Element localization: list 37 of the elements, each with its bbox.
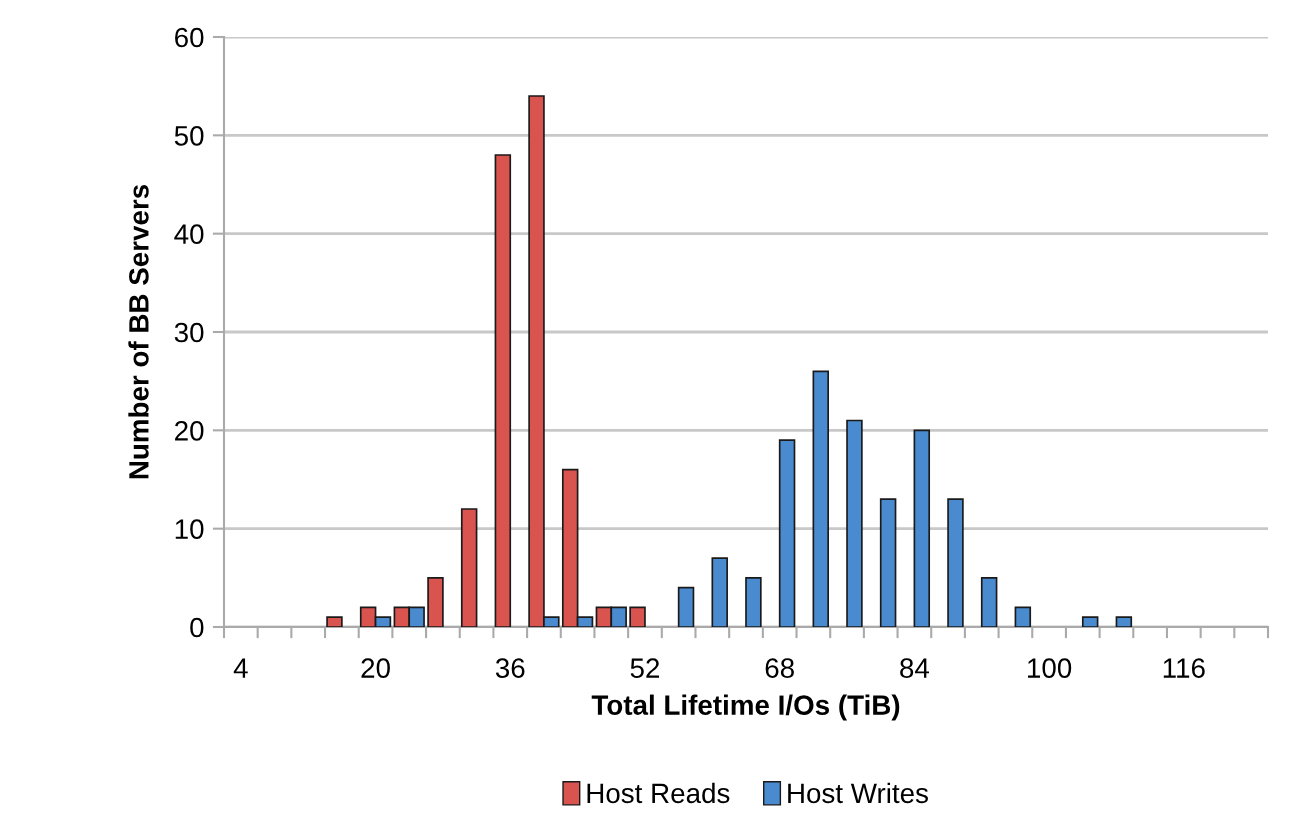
bar: [494, 154, 512, 627]
x-tick-label: 100: [1028, 658, 1072, 678]
bar: [677, 586, 695, 627]
x-tick-label: 4: [233, 658, 248, 678]
bar: [745, 576, 762, 627]
y-tick-label: 50: [174, 126, 204, 146]
legend-label: Host Reads: [587, 782, 730, 804]
bar: [460, 508, 478, 627]
bar: [711, 557, 728, 627]
bar: [846, 419, 863, 627]
x-tick-label: 20: [361, 658, 390, 678]
bar: [1014, 606, 1032, 627]
x-axis-title: Total Lifetime I/Os (TiB): [591, 694, 900, 721]
y-axis-title: Number of BB Servers: [128, 184, 149, 479]
y-tick-label: 60: [175, 27, 204, 48]
bar: [629, 606, 646, 627]
bar: [1115, 616, 1133, 627]
x-tick-label: 116: [1163, 658, 1205, 678]
y-tick-label: 0: [190, 617, 204, 638]
bar: [947, 498, 964, 627]
x-tick-label: 52: [630, 658, 660, 678]
bar: [427, 576, 444, 627]
bar: [812, 370, 830, 627]
x-tick-label: 36: [495, 658, 525, 678]
bar: [778, 439, 796, 627]
legend-label: Host Writes: [788, 782, 928, 804]
bar: [980, 576, 998, 627]
y-tick-label: 10: [175, 519, 204, 540]
y-tick-label: 40: [174, 224, 204, 245]
bar: [326, 616, 343, 627]
x-tick-label: 84: [900, 658, 930, 678]
bar: [1081, 616, 1099, 627]
y-tick-label: 20: [175, 421, 204, 441]
x-tick-label: 68: [765, 658, 794, 678]
bar: [879, 498, 897, 627]
bar: [913, 429, 931, 627]
y-tick-label: 30: [174, 322, 204, 343]
